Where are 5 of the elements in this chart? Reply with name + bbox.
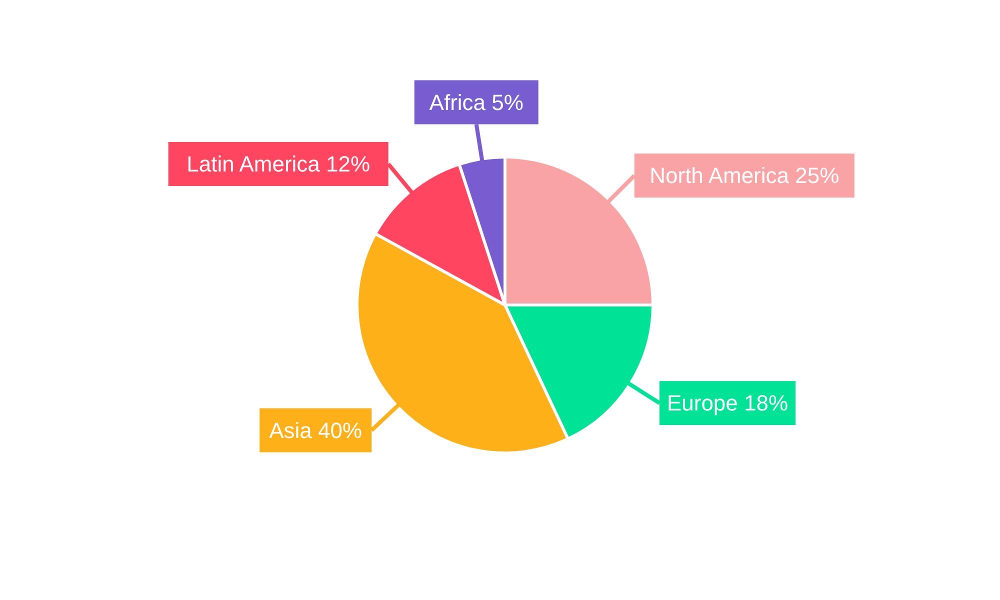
slice-label: North America 25% (650, 163, 840, 188)
slice-label: Asia 40% (269, 418, 362, 443)
slice-label: Latin America 12% (186, 151, 370, 176)
slice-label: Europe 18% (666, 390, 788, 416)
slice-label: Africa 5% (429, 90, 524, 115)
